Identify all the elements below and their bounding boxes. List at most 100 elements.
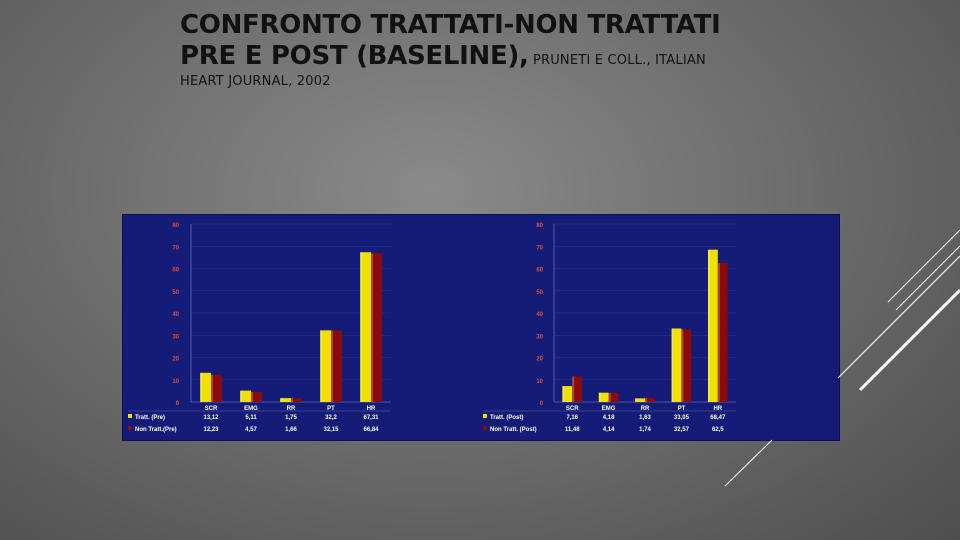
- chart-1-bar-rr-s1: [280, 398, 291, 402]
- chart-2-bar-highlight: [717, 262, 720, 402]
- title-line-1: CONFRONTO TRATTATI-NON TRATTATI: [180, 10, 721, 40]
- chart-1-bar-rr-s2: [291, 398, 302, 402]
- chart-2-ytick-label: 80: [536, 223, 543, 229]
- chart-1-data-label: 1,75: [285, 415, 297, 421]
- chart-1-legend-label: Tratt. (Pre): [135, 415, 165, 421]
- chart-1-bar-scr-s1: [200, 372, 211, 402]
- deco-line-3: [837, 255, 960, 379]
- chart-2-ytick-label: 0: [540, 401, 544, 407]
- chart-1-bar-highlight: [280, 398, 283, 402]
- chart-1-ytick-label: 50: [172, 290, 179, 296]
- deco-line-5: [724, 439, 773, 487]
- deco-line-1: [887, 229, 960, 303]
- chart-2-bar-highlight: [681, 329, 684, 402]
- charts-svg: 0 10 20 30 40 50 60 70 80 SCR EMG RR PT HR Tratt. (Pre…: [128, 223, 736, 433]
- chart-1-data-label: 32,15: [323, 427, 339, 433]
- chart-2-bar-hr-s2: [717, 262, 728, 402]
- chart-1-bar-scr-s2: [211, 374, 222, 402]
- chart-2-ytick-label: 20: [536, 357, 543, 363]
- chart-2-category-label: EMG: [602, 406, 616, 412]
- chart-2-category-label: PT: [678, 406, 686, 412]
- chart-1-data-label: 13,12: [203, 415, 219, 421]
- chart-2-legend-label: Tratt. (Post): [490, 415, 523, 421]
- chart-2-bar-highlight: [562, 386, 565, 402]
- chart-2-ytick-label: 10: [536, 379, 543, 385]
- chart-1-ytick-label: 20: [172, 357, 179, 363]
- chart-2-bar-rr-s1: [635, 398, 645, 402]
- chart-2-bar-pt-s1: [671, 328, 682, 402]
- chart-2-bar-emg-s2: [608, 392, 619, 402]
- chart-2-data-label: 33,05: [674, 415, 690, 421]
- chart-1-bar-highlight: [240, 390, 243, 402]
- chart-1-category-label: HR: [367, 406, 376, 412]
- chart-1-data-label: 32,2: [325, 415, 337, 421]
- chart-1-category-label: PT: [327, 406, 335, 412]
- chart-2-bar-hr-s1: [707, 249, 718, 402]
- chart-2-legend-swatch: [483, 426, 487, 430]
- deco-line-4: [858, 288, 960, 392]
- chart-1-category-label: SCR: [205, 406, 218, 412]
- title-citation: PRUNETI E COLL., ITALIAN: [528, 52, 706, 68]
- chart-1-category-label: EMG: [244, 406, 258, 412]
- chart-1-ytick-label: 0: [176, 401, 180, 407]
- chart-1-ytick-label: 10: [172, 379, 179, 385]
- chart-2-data-label: 4,14: [603, 427, 615, 433]
- chart-2-bar-pt-s2: [681, 329, 692, 402]
- chart-2-bar-emg-s1: [598, 392, 609, 402]
- chart-1-ytick-label: 70: [172, 245, 179, 251]
- chart-2-legend-swatch: [483, 414, 487, 418]
- chart-2-bar-highlight: [645, 398, 647, 402]
- chart-1-legend-swatch: [128, 414, 132, 418]
- chart-1-data-label: 67,31: [363, 415, 379, 421]
- chart-1-bar-pt-s1: [320, 330, 331, 402]
- chart-1-bar-hr-s1: [360, 252, 371, 402]
- chart-2-data-label: 1,63: [639, 415, 651, 421]
- chart-1-data-label: 4,57: [245, 427, 257, 433]
- deco-line-2: [895, 245, 960, 311]
- chart-2-ytick-label: 50: [536, 290, 543, 296]
- chart-2-bar-highlight: [572, 376, 575, 402]
- chart-2-legend-label: Non Tratt. (Post): [490, 427, 537, 433]
- chart-2-bar-highlight: [608, 392, 611, 402]
- chart-2-bar-highlight: [598, 392, 601, 402]
- chart-1-data-label: 12,23: [203, 427, 219, 433]
- slide-title: CONFRONTO TRATTATI-NON TRATTATI PRE E PO…: [180, 10, 940, 90]
- chart-1-bar-pt-s2: [331, 330, 342, 402]
- chart-1-data-label: 66,84: [363, 427, 379, 433]
- chart-1-bar-highlight: [331, 330, 333, 402]
- chart-2-bar-highlight: [707, 249, 710, 402]
- chart-2-bar-rr-s2: [645, 398, 655, 402]
- chart-1-data-label: 5,11: [245, 415, 257, 421]
- chart-1-bar-highlight: [291, 398, 293, 402]
- chart-panel: 0 10 20 30 40 50 60 70 80 SCR EMG RR PT HR Tratt. (Pre…: [122, 214, 840, 441]
- chart-1-category-label: RR: [287, 406, 296, 412]
- chart-2-category-label: RR: [641, 406, 650, 412]
- chart-2-data-label: 68,47: [710, 415, 726, 421]
- chart-2-data-label: 62,5: [712, 427, 724, 433]
- chart-2-bar-highlight: [671, 328, 674, 402]
- chart-2-data-label: 1,74: [639, 427, 651, 433]
- chart-1-bar-hr-s2: [371, 253, 382, 402]
- chart-2-data-label: 4,18: [603, 415, 615, 421]
- chart-2-data-label: 11,48: [565, 427, 580, 433]
- chart-2-ytick-label: 30: [536, 334, 543, 340]
- chart-1-ytick-label: 30: [172, 334, 179, 340]
- chart-1-ytick-label: 40: [172, 312, 179, 318]
- chart-1-bar-emg-s1: [240, 390, 251, 402]
- chart-2-bar-highlight: [635, 398, 638, 402]
- chart-2-bar-scr-s2: [572, 376, 583, 402]
- chart-1-bar-emg-s2: [251, 391, 262, 402]
- chart-2-data-label: 32,57: [674, 427, 690, 433]
- chart-2-ytick-label: 60: [536, 268, 543, 274]
- chart-2-bar-scr-s1: [562, 386, 573, 402]
- chart-1-bar-highlight: [360, 252, 363, 402]
- chart-2-ytick-label: 40: [536, 312, 543, 318]
- chart-1-bar-highlight: [211, 374, 213, 402]
- chart-2-ytick-label: 70: [536, 245, 543, 251]
- chart-1-bar-highlight: [320, 330, 323, 402]
- chart-1-bar-highlight: [251, 391, 253, 402]
- chart-2-data-label: 7,16: [566, 415, 578, 421]
- chart-2-category-label: HR: [713, 406, 722, 412]
- chart-1-ytick-label: 80: [172, 223, 179, 229]
